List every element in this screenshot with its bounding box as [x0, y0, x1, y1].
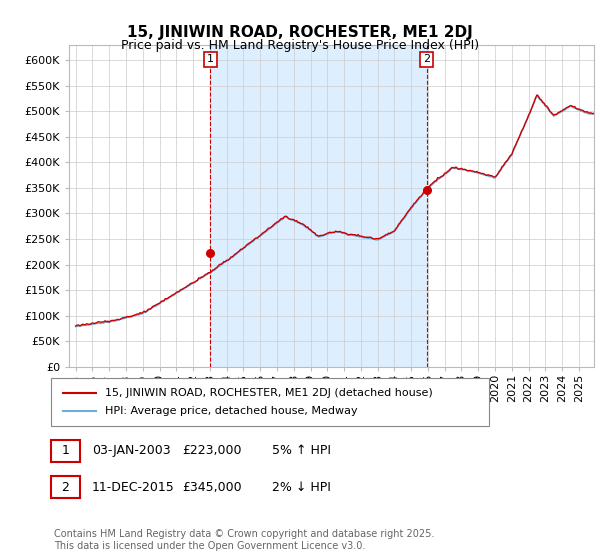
Text: Price paid vs. HM Land Registry's House Price Index (HPI): Price paid vs. HM Land Registry's House …	[121, 39, 479, 52]
Text: HPI: Average price, detached house, Medway: HPI: Average price, detached house, Medw…	[105, 406, 358, 416]
Point	[206, 248, 215, 257]
Text: £223,000: £223,000	[182, 444, 241, 458]
Text: 5% ↑ HPI: 5% ↑ HPI	[272, 444, 331, 458]
Text: Contains HM Land Registry data © Crown copyright and database right 2025.
This d: Contains HM Land Registry data © Crown c…	[54, 529, 434, 551]
Text: 2: 2	[423, 54, 430, 64]
Bar	[211, 45, 427, 367]
Text: £345,000: £345,000	[182, 480, 241, 494]
Text: 11-DEC-2015: 11-DEC-2015	[92, 480, 175, 494]
Text: 15, JINIWIN ROAD, ROCHESTER, ME1 2DJ (detached house): 15, JINIWIN ROAD, ROCHESTER, ME1 2DJ (de…	[105, 388, 433, 398]
Text: 1: 1	[61, 444, 70, 458]
Text: 2% ↓ HPI: 2% ↓ HPI	[272, 480, 331, 494]
Text: 1: 1	[207, 54, 214, 64]
Text: 03-JAN-2003: 03-JAN-2003	[92, 444, 170, 458]
Text: 15, JINIWIN ROAD, ROCHESTER, ME1 2DJ: 15, JINIWIN ROAD, ROCHESTER, ME1 2DJ	[127, 25, 473, 40]
Point	[422, 186, 431, 195]
Text: 2: 2	[61, 480, 70, 494]
